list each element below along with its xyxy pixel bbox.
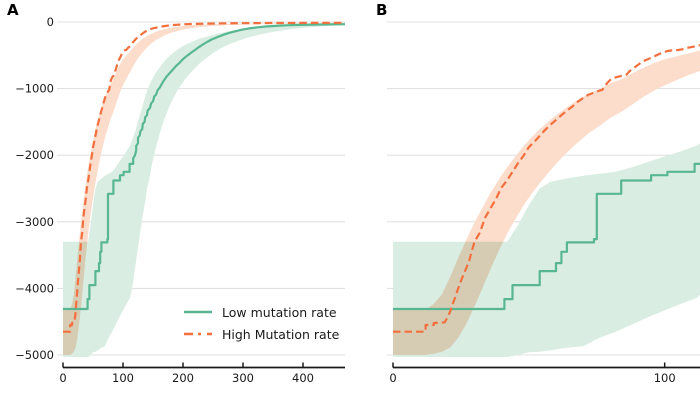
svg-text:−3000: −3000	[15, 215, 54, 229]
svg-text:0: 0	[47, 15, 54, 29]
svg-text:−2000: −2000	[15, 148, 54, 162]
legend-label-low-mutation: Low mutation rate	[222, 304, 337, 320]
svg-text:−1000: −1000	[15, 82, 54, 96]
low-mutation-line-swatch	[184, 310, 212, 314]
high-mutation-line-swatch	[184, 332, 212, 336]
legend: Low mutation rate High Mutation rate	[183, 303, 339, 343]
legend-item-high-mutation: High Mutation rate	[183, 325, 339, 343]
svg-text:0: 0	[389, 371, 396, 385]
svg-text:400: 400	[292, 371, 314, 385]
svg-text:300: 300	[232, 371, 254, 385]
svg-text:0: 0	[59, 371, 66, 385]
svg-text:100: 100	[654, 371, 676, 385]
svg-text:−5000: −5000	[15, 348, 54, 362]
legend-label-high-mutation: High Mutation rate	[222, 326, 340, 342]
svg-text:−4000: −4000	[15, 281, 54, 295]
legend-item-low-mutation: Low mutation rate	[183, 303, 339, 321]
svg-text:100: 100	[112, 371, 134, 385]
panel-a-label: A	[7, 1, 19, 19]
panel-b-label: B	[376, 1, 388, 19]
svg-text:200: 200	[172, 371, 194, 385]
